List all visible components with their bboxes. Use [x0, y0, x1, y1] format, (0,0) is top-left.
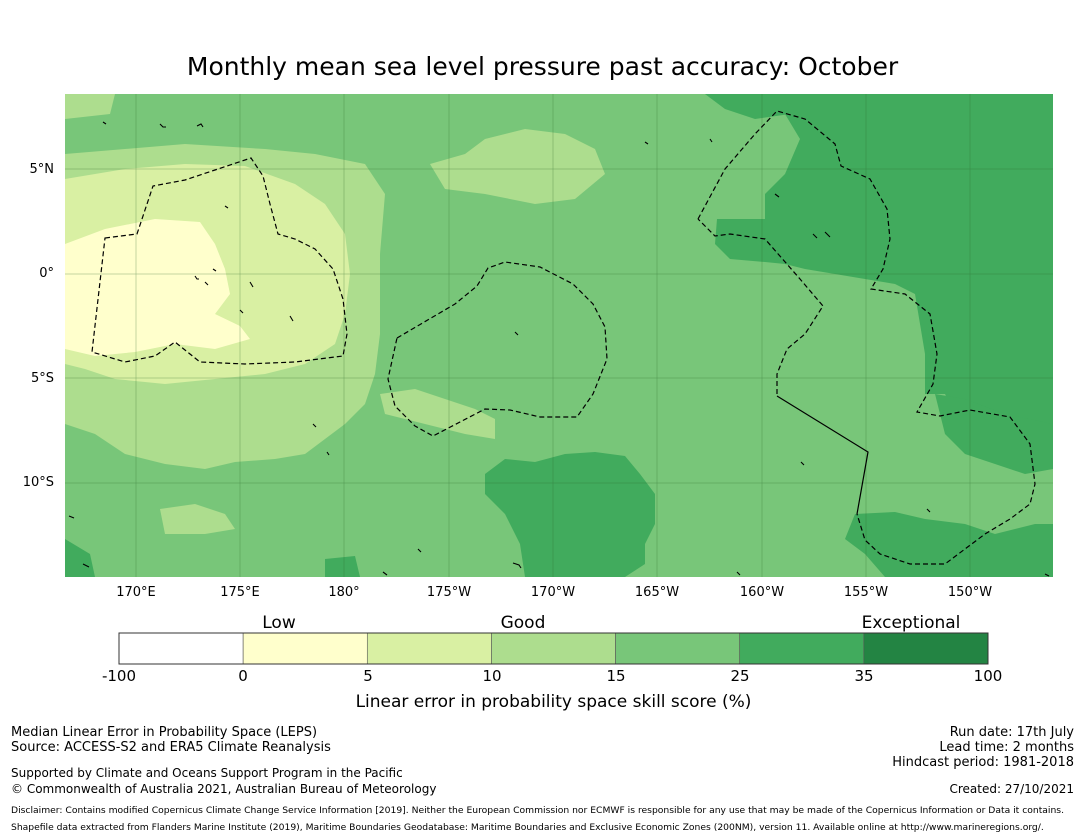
region-high-se: [845, 512, 1053, 577]
colorbar-cell: [491, 632, 616, 665]
lat-label-5n: 5°N: [29, 162, 55, 177]
colorbar-category-exceptional: Exceptional: [861, 613, 961, 633]
region-high-w: [65, 539, 95, 577]
colorbar-title: Linear error in probability space skill …: [355, 692, 752, 712]
lead-time-text: Lead time: 2 months: [939, 740, 1074, 755]
colorbar-frame: [118, 632, 989, 665]
lat-label-5s: 5°S: [30, 371, 54, 386]
region-high-n: [705, 94, 790, 119]
support-text: Supported by Climate and Oceans Support …: [11, 766, 403, 780]
lon-label-150w: 150°W: [947, 585, 993, 600]
colorbar-tick: 15: [606, 667, 626, 685]
created-text: Created: 27/10/2021: [949, 782, 1074, 796]
colorbar-cell: [739, 632, 865, 665]
region-low: [65, 219, 250, 356]
eez-boundary-phoenix: [697, 218, 824, 394]
colorbar-category-low: Low: [262, 613, 296, 633]
region-high-ne: [715, 94, 1053, 444]
lon-label-175w: 175°W: [426, 585, 472, 600]
region-moderate-sw: [160, 504, 235, 534]
colorbar-tick: 10: [482, 667, 502, 685]
lat-label-0: 0°: [39, 266, 54, 281]
colorbar-tick: 100: [973, 667, 1003, 685]
colorbar-cell: [863, 632, 989, 665]
region-high-se2: [935, 394, 1053, 474]
region-moderate-nw: [65, 94, 115, 119]
colorbar-tick: 0: [238, 667, 248, 685]
eez-boundary-tokelau: [387, 261, 608, 437]
run-date-text: Run date: 17th July: [949, 725, 1074, 740]
lon-label-165w: 165°W: [634, 585, 680, 600]
colorbar: [118, 632, 989, 665]
graticule: [65, 94, 1053, 577]
disclaimer-text: Disclaimer: Contains modified Copernicus…: [11, 805, 1065, 816]
eez-boundary-kiribati-gilbert: [91, 157, 348, 365]
lon-label-175e: 175°E: [220, 585, 260, 600]
colorbar-tick: -100: [101, 667, 137, 685]
colorbar-category-good: Good: [500, 613, 546, 633]
colorbar-cell: [615, 632, 741, 665]
colorbar-cell: [242, 632, 368, 665]
shapefile-credit-text: Shapefile data extracted from Flanders M…: [11, 822, 1044, 833]
colorbar-tick: 5: [363, 667, 373, 685]
region-moderate-n: [430, 129, 605, 204]
source-text: Source: ACCESS-S2 and ERA5 Climate Reana…: [11, 740, 331, 755]
copyright-text: © Commonwealth of Australia 2021, Austra…: [11, 782, 437, 796]
colorbar-cell: [366, 632, 492, 665]
method-text: Median Linear Error in Probability Space…: [11, 725, 318, 740]
colorbar-tick: 25: [730, 667, 750, 685]
hindcast-text: Hindcast period: 1981-2018: [892, 755, 1074, 770]
eez-boundary-line-islands: [697, 110, 1036, 565]
skill-map: [65, 94, 1053, 577]
region-moderate-s: [380, 389, 495, 439]
lon-label-160w: 160°W: [739, 585, 785, 600]
colorbar-cell: [118, 632, 244, 665]
lat-label-10s: 10°S: [22, 475, 54, 490]
region-high-sw: [325, 556, 360, 577]
lon-label-180: 180°: [328, 585, 360, 600]
lon-label-155w: 155°W: [843, 585, 889, 600]
boundary-solid: [776, 395, 869, 515]
colorbar-tick: 35: [854, 667, 874, 685]
chart-title: Monthly mean sea level pressure past acc…: [186, 52, 899, 81]
lon-label-170e: 170°E: [116, 585, 156, 600]
lon-label-170w: 170°W: [530, 585, 576, 600]
islands: [68, 121, 1050, 577]
